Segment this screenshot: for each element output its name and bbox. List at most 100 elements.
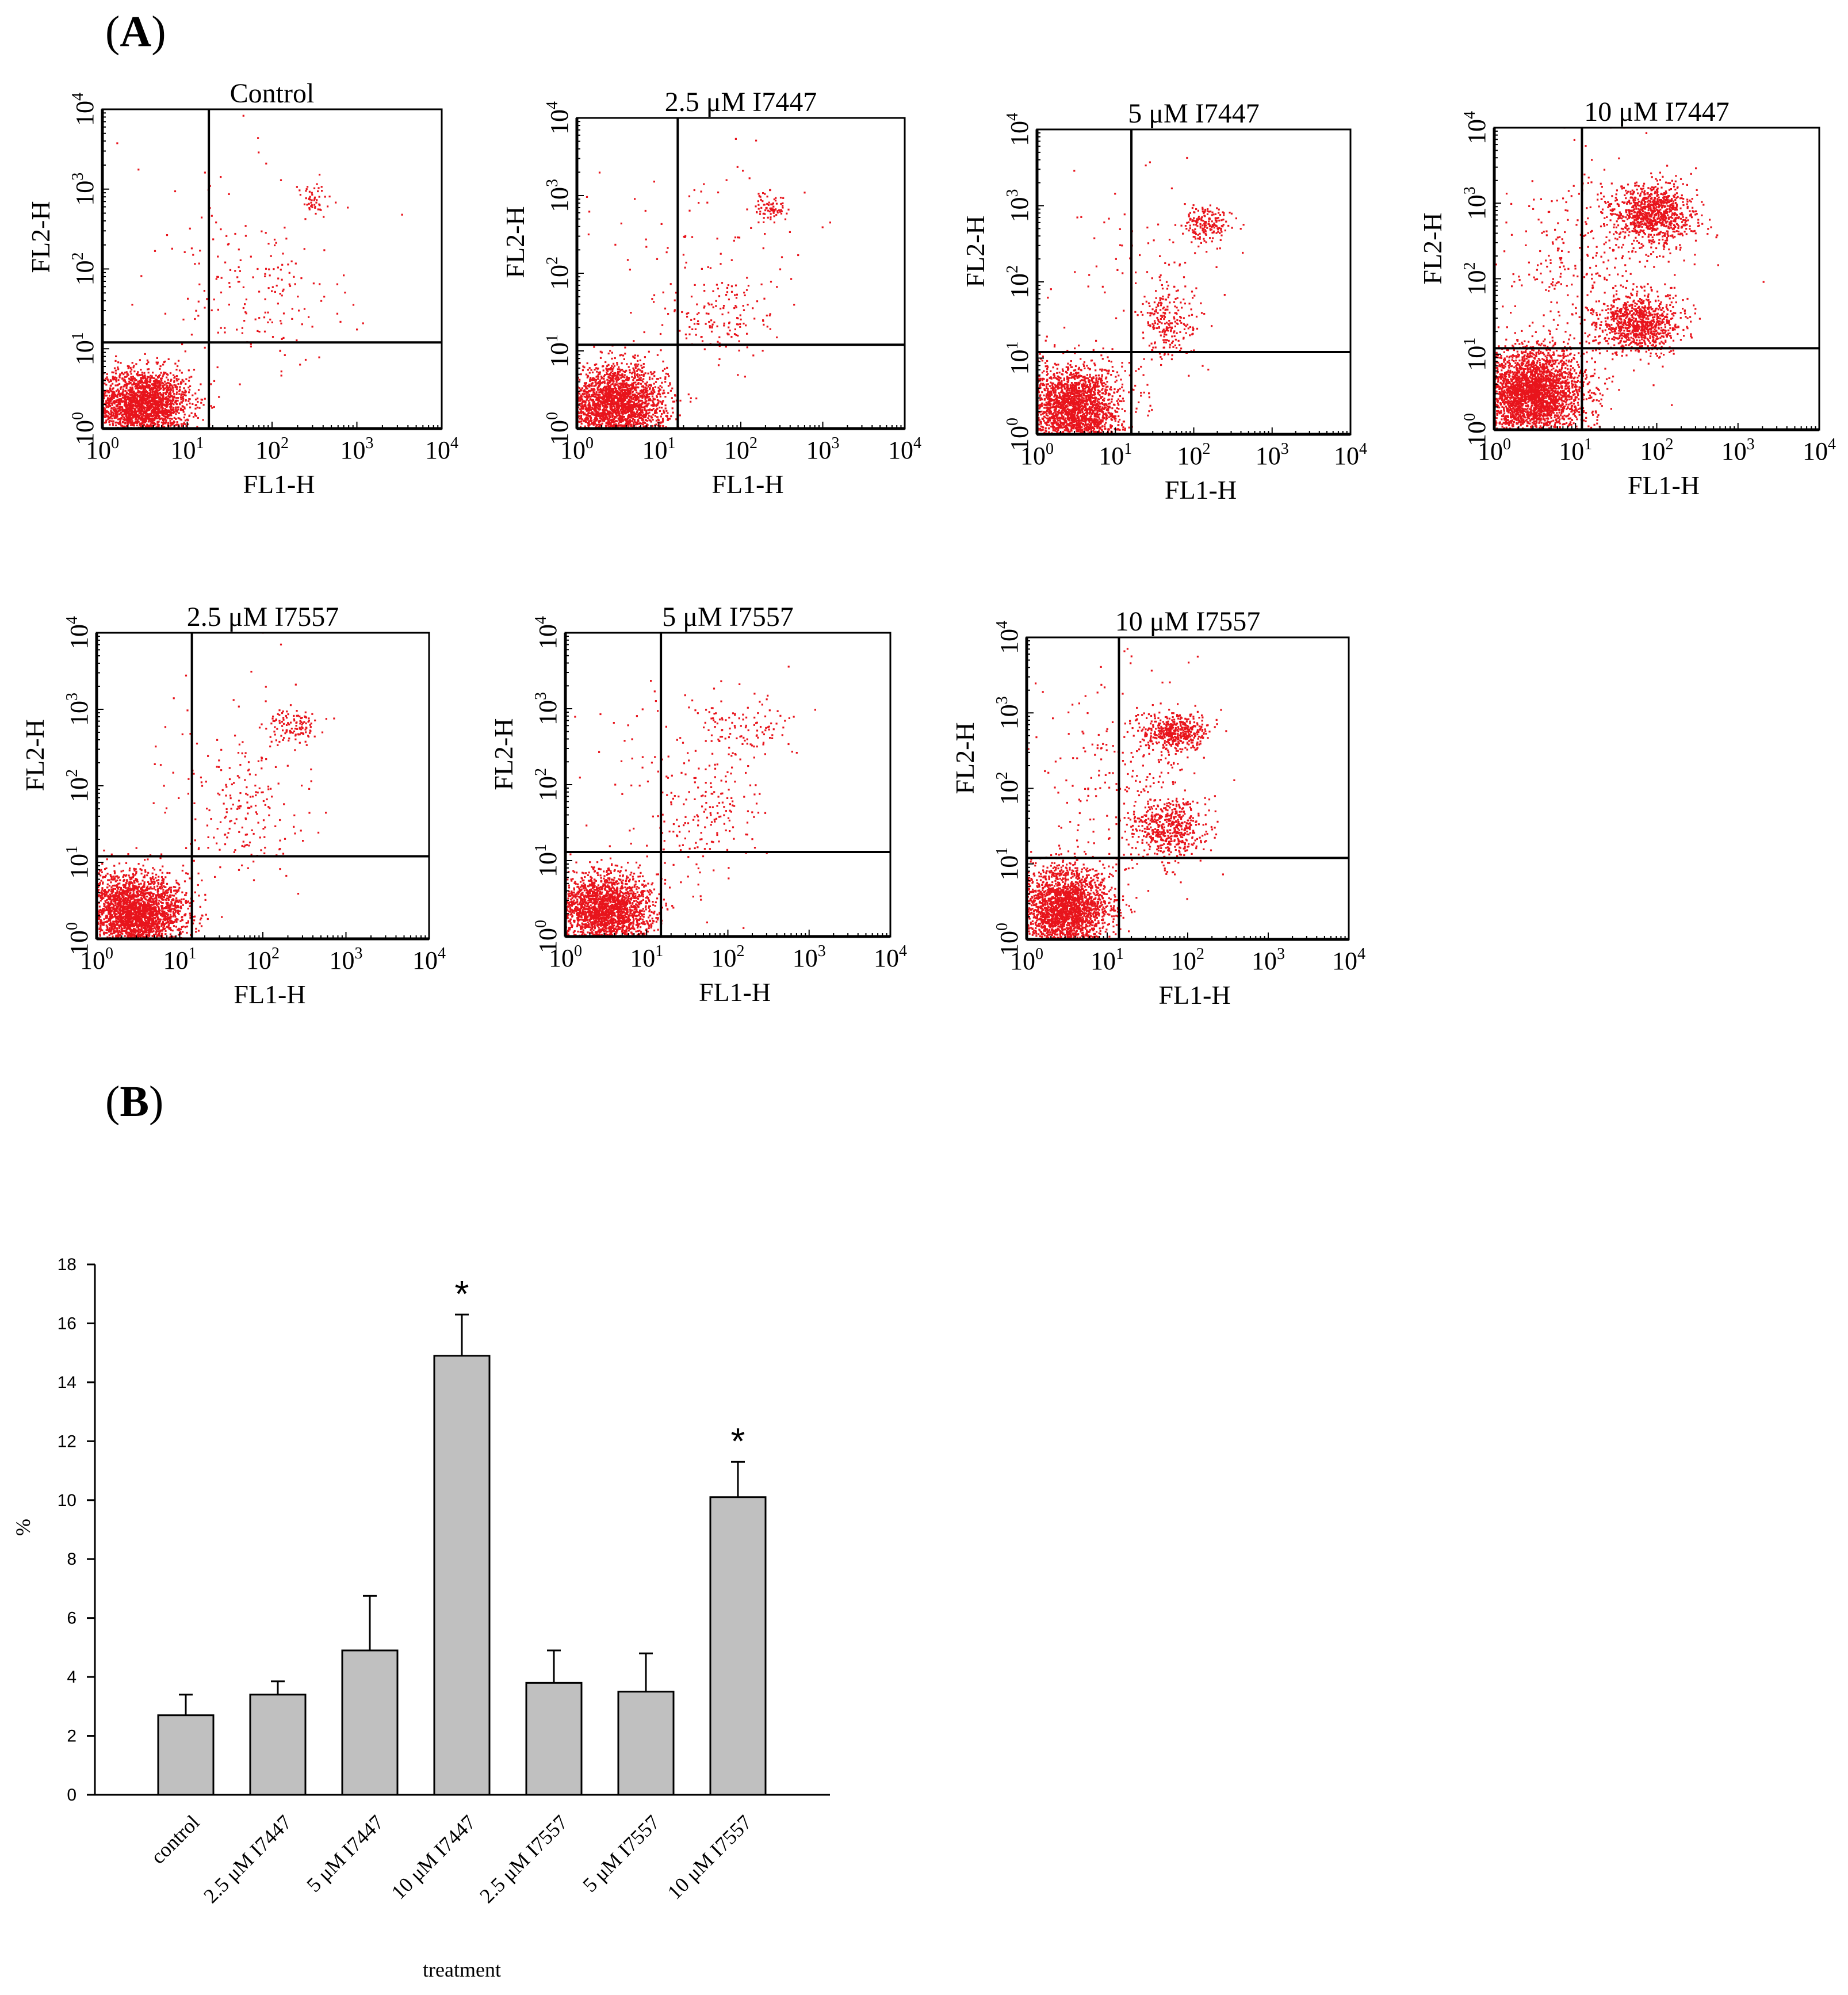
event-dot [109, 395, 111, 397]
event-dot [584, 412, 586, 415]
event-dot [638, 399, 640, 402]
event-dot [153, 402, 155, 404]
event-dot [588, 396, 591, 398]
event-dot [617, 368, 619, 370]
event-dot [631, 386, 633, 388]
event-dot [113, 396, 116, 398]
event-dot [151, 383, 153, 385]
event-dot [621, 373, 623, 375]
event-dot [641, 403, 644, 405]
event-dot [142, 414, 144, 416]
event-dot [177, 425, 179, 427]
event-dot [154, 379, 156, 381]
event-dot [592, 401, 594, 403]
event-dot [599, 381, 601, 383]
event-dot [608, 421, 610, 423]
event-dot [111, 393, 113, 396]
event-dot [135, 417, 137, 419]
event-dot [136, 421, 138, 423]
event-dot [618, 393, 620, 396]
event-dot [220, 176, 222, 178]
event-dot [129, 404, 132, 407]
event-dot [652, 401, 655, 404]
event-dot [596, 387, 599, 389]
event-dot [119, 421, 121, 423]
event-dot [672, 400, 674, 403]
event-dot [105, 377, 107, 380]
event-dot [615, 395, 617, 398]
event-dot [157, 380, 159, 383]
event-dot [171, 408, 174, 411]
event-dot [633, 415, 636, 417]
event-dot [641, 402, 644, 404]
event-dot [139, 407, 141, 410]
event-dot [141, 380, 143, 382]
event-dot [216, 276, 219, 278]
event-dot [622, 419, 624, 422]
event-dot [137, 374, 139, 377]
event-dot [621, 391, 623, 393]
event-dot [653, 389, 655, 391]
event-dot [634, 372, 636, 374]
event-dot [114, 369, 117, 372]
event-dot [128, 397, 130, 399]
event-dot [150, 392, 152, 395]
event-dot [109, 400, 112, 403]
event-dot [634, 381, 637, 384]
event-dot [112, 395, 114, 398]
event-dot [150, 423, 152, 426]
event-dot [128, 406, 131, 408]
event-dot [628, 405, 630, 407]
event-dot [616, 364, 618, 366]
event-dot [651, 377, 653, 380]
event-dot [188, 391, 190, 393]
event-dot [145, 390, 147, 392]
event-dot [228, 282, 231, 284]
event-cluster-4 [116, 114, 358, 358]
event-dot [133, 365, 135, 367]
event-dot [637, 413, 639, 415]
event-dot [606, 379, 609, 381]
event-dot [167, 389, 169, 392]
event-dot [639, 400, 641, 402]
event-dot [611, 374, 613, 377]
event-dot [280, 370, 282, 373]
event-dot [129, 370, 132, 373]
event-dot [583, 413, 585, 416]
event-dot [135, 404, 137, 406]
event-dot [177, 383, 179, 385]
event-dot [590, 406, 592, 408]
event-dot [150, 422, 152, 424]
event-dot [114, 415, 117, 417]
event-dot [127, 372, 129, 374]
event-dot [352, 304, 355, 306]
event-dot [603, 405, 606, 407]
event-dot [653, 375, 656, 377]
event-dot [623, 380, 626, 382]
event-dot [125, 392, 128, 394]
event-dot [687, 393, 690, 396]
event-dot [146, 411, 148, 414]
event-dot [123, 373, 125, 376]
event-dot [640, 416, 642, 419]
event-dot [135, 421, 137, 423]
event-dot [609, 403, 611, 406]
event-dot [600, 412, 602, 414]
event-dot [590, 418, 592, 421]
event-dot [132, 376, 134, 378]
event-dot [647, 417, 649, 419]
event-dot [146, 393, 148, 396]
event-dot [185, 383, 187, 385]
event-dot [596, 418, 599, 421]
event-dot [164, 408, 166, 410]
event-dot [644, 407, 646, 410]
event-dot [113, 393, 115, 396]
event-dot [133, 396, 135, 398]
event-dot [610, 379, 613, 381]
event-dot [309, 196, 311, 198]
event-dot [313, 198, 316, 200]
event-dot [591, 399, 594, 401]
event-dot [105, 402, 107, 404]
event-dot [127, 404, 129, 406]
event-dot [608, 379, 610, 381]
